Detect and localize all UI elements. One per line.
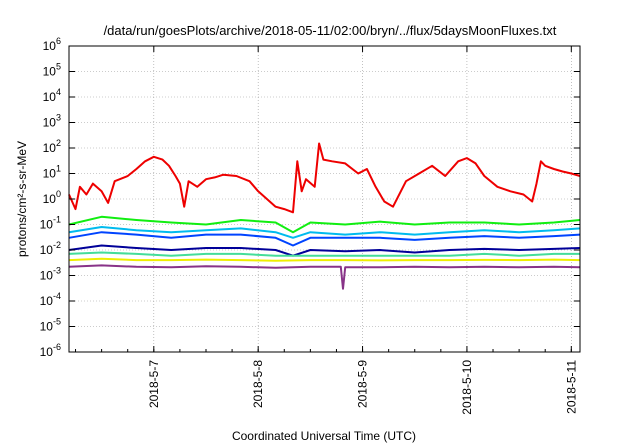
x-axis: 2018-5-7 2018-5-8 2018-5-9 2018-5-10 2018-5-… <box>75 46 578 415</box>
x-tick-label: 2018-5-8 <box>251 360 265 408</box>
y-tick-label: 103 <box>43 113 61 130</box>
series-line-6 <box>68 251 580 257</box>
chart-title: /data/run/goesPlots/archive/2018-05-11/0… <box>104 23 557 38</box>
series-line-2 <box>68 215 581 234</box>
series-line-3 <box>68 226 581 239</box>
series-line-4 <box>68 231 581 247</box>
x-tick-label: 2018-5-9 <box>356 360 370 408</box>
grid-lines <box>69 46 580 352</box>
y-tick-label: 101 <box>43 164 61 181</box>
y-axis-title: protons/cm²-s-sr-MeV <box>15 141 29 257</box>
plot-area <box>68 142 581 290</box>
x-tick-label: 2018-5-10 <box>460 360 474 415</box>
y-tick-label: 102 <box>43 138 61 155</box>
series-line-7 <box>68 257 581 262</box>
y-tick-label: 105 <box>43 62 61 79</box>
y-tick-label: 10-3 <box>40 266 61 283</box>
series-line-8 <box>68 264 581 290</box>
x-tick-label: 2018-5-7 <box>147 360 161 408</box>
y-tick-label: 100 <box>43 189 61 206</box>
y-tick-label: 10-2 <box>40 240 61 257</box>
y-tick-label: 10-5 <box>40 317 61 334</box>
y-tick-label: 104 <box>43 87 61 104</box>
y-tick-label: 106 <box>43 36 61 53</box>
y-tick-label: 10-1 <box>40 215 61 232</box>
y-tick-label: 10-6 <box>40 342 61 359</box>
x-tick-label: 2018-5-11 <box>564 360 578 414</box>
series-line-1 <box>68 142 581 214</box>
y-tick-label: 10-4 <box>40 291 61 308</box>
series-line-5 <box>68 244 581 257</box>
y-axis: 10-6 10-5 10-4 10-3 10-2 10-1 100 101 102 103 104 1… <box>40 36 580 359</box>
x-axis-title: Coordinated Universal Time (UTC) <box>232 429 416 443</box>
